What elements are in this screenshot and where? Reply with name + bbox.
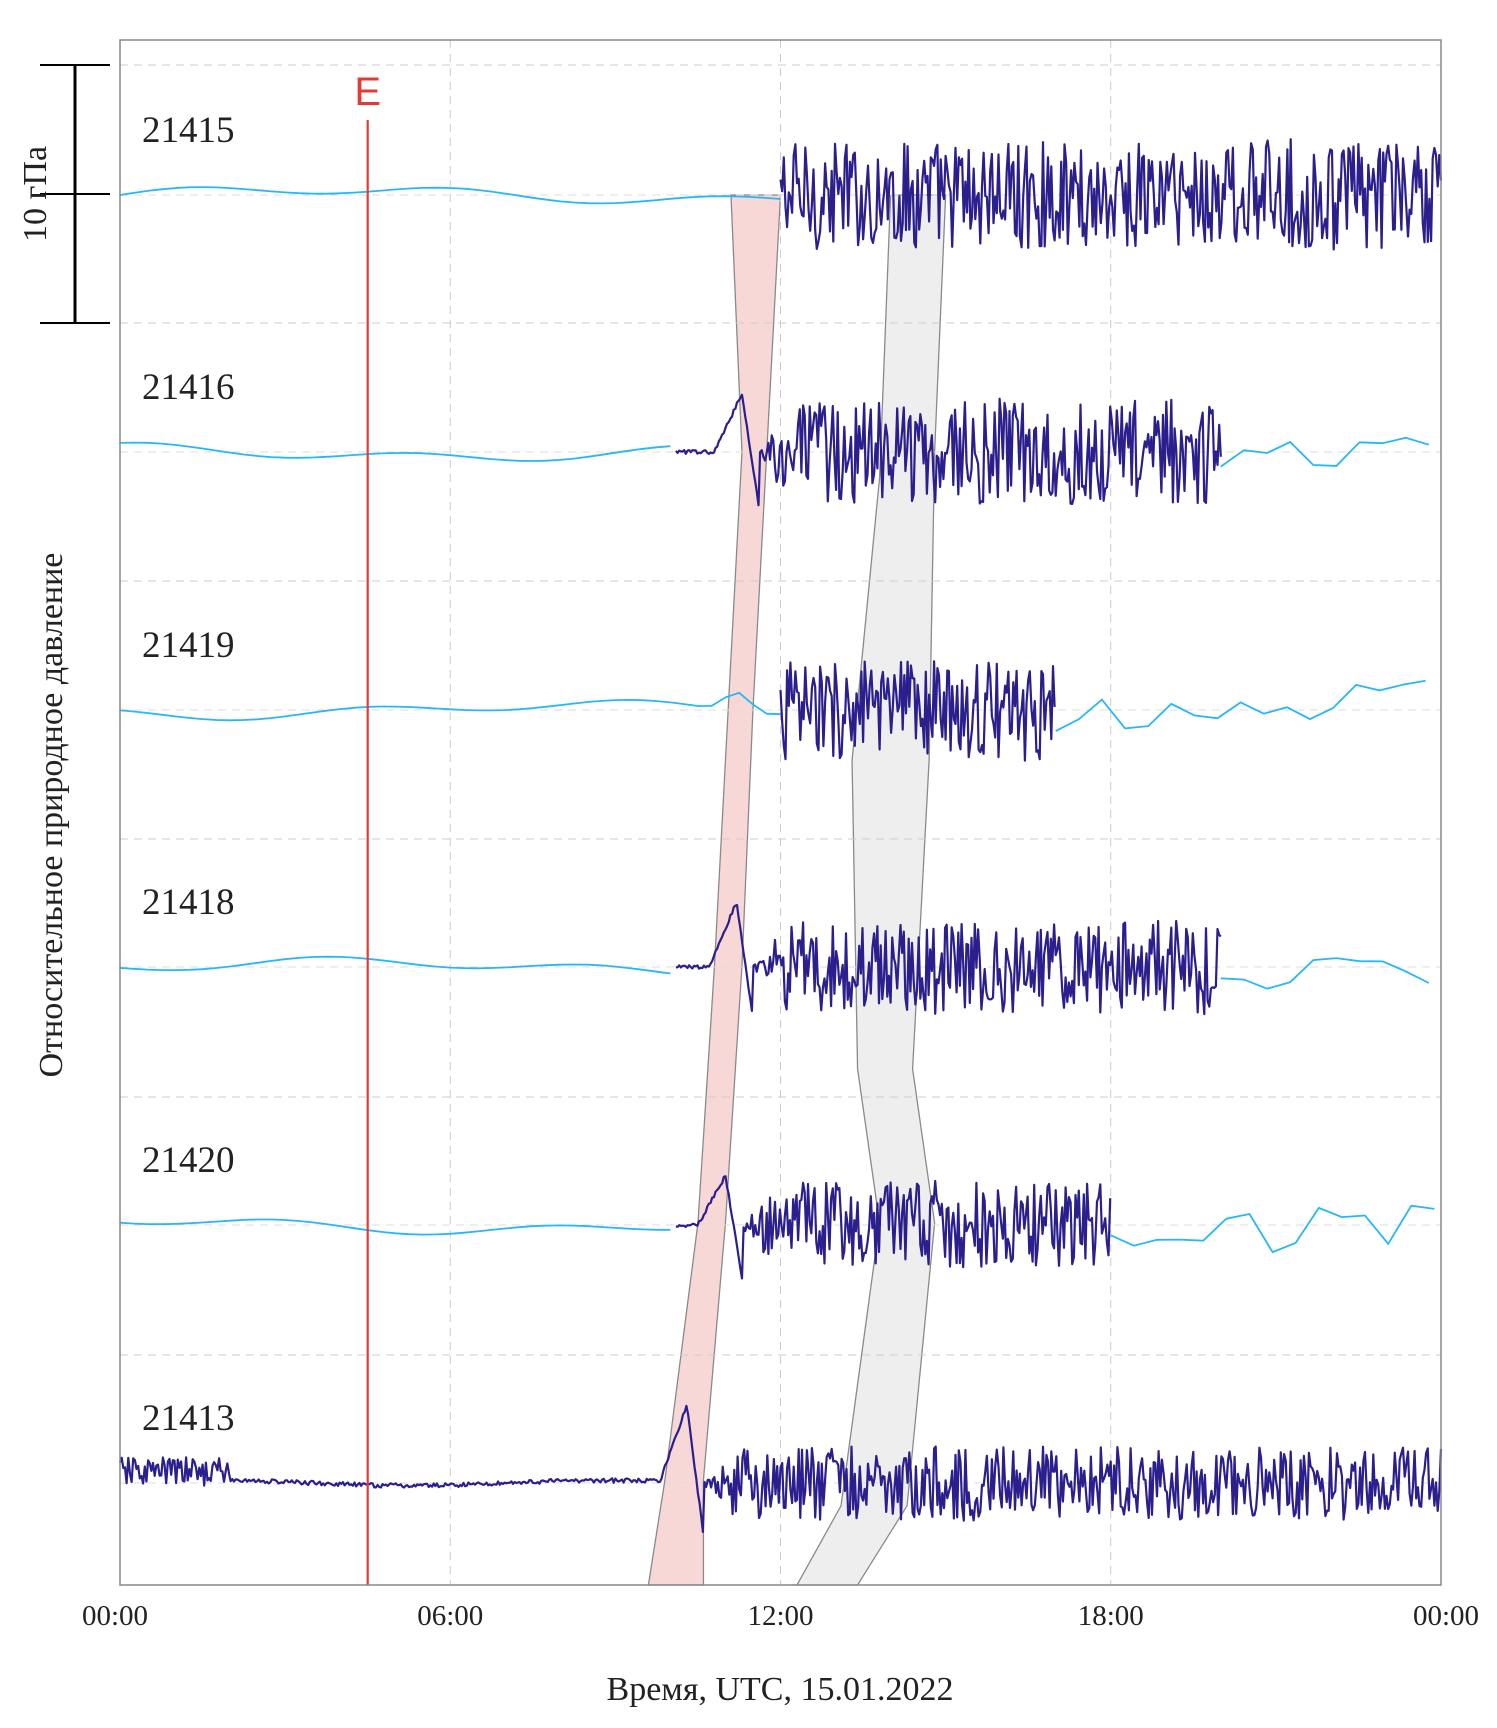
trace-high-21420 — [675, 1175, 1112, 1280]
series-label-21418: 21418 — [142, 882, 235, 923]
series-label-21415: 21415 — [142, 110, 235, 151]
series-label-21416: 21416 — [142, 367, 235, 408]
trace-low-21420 — [1110, 1204, 1435, 1254]
grid — [120, 40, 1441, 1585]
y-axis-title: Относительное природное давление — [33, 553, 70, 1078]
trace-low-21416 — [119, 441, 671, 462]
plot-frame — [119, 39, 1442, 1586]
trace-low-21419 — [1055, 679, 1426, 732]
red-band — [647, 194, 782, 1586]
trace-low-21415 — [119, 186, 781, 205]
trace-high-21415 — [779, 138, 1443, 251]
propagation-bands — [647, 194, 947, 1586]
series-label-21419: 21419 — [142, 625, 235, 666]
x-tick-label: 12:00 — [747, 1600, 813, 1632]
scale-bar: 10 гПа — [17, 64, 110, 324]
scale-bar-label: 10 гПа — [17, 146, 54, 242]
trace-high-21413 — [118, 1404, 1443, 1534]
event-label: E — [354, 70, 381, 114]
x-tick-label: 18:00 — [1078, 1600, 1144, 1632]
gray-band — [791, 194, 947, 1586]
trace-high-21419 — [779, 660, 1056, 762]
series-label-21420: 21420 — [142, 1140, 235, 1181]
trace-high-21418 — [675, 903, 1222, 1016]
event-marker: E — [354, 70, 381, 1585]
x-tick-label: 00:00 — [82, 1600, 148, 1632]
station-labels: 21415 21416 21419 21418 21420 21413 — [142, 110, 235, 1439]
trace-low-21418 — [1220, 957, 1430, 990]
trace-low-21420 — [119, 1218, 671, 1236]
x-axis-title: Время, UTC, 15.01.2022 — [607, 1671, 954, 1708]
trace-low-21418 — [119, 955, 671, 975]
x-tick-label: 06:00 — [417, 1600, 483, 1632]
x-tick-labels: 00:00 06:00 12:00 18:00 00:00 — [82, 1600, 1479, 1632]
x-tick-label: 00:00 — [1413, 1600, 1479, 1632]
traces — [118, 138, 1443, 1534]
series-label-21413: 21413 — [142, 1398, 235, 1439]
trace-low-21416 — [1220, 436, 1430, 468]
trace-high-21416 — [675, 393, 1222, 507]
trace-low-21419 — [119, 691, 781, 722]
